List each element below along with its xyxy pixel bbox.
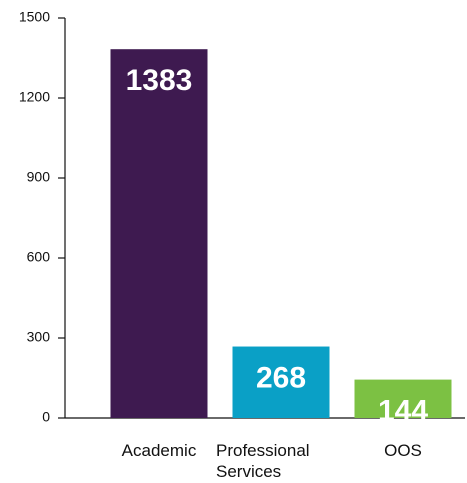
x-tick-label: Academic: [84, 440, 234, 461]
x-tick-label: OOS: [328, 440, 467, 461]
category-text: Academic: [121, 441, 197, 460]
bar: [354, 379, 452, 418]
y-tick-label: 300: [27, 329, 51, 345]
value-label: 144: [378, 395, 428, 428]
y-tick-label: 0: [42, 409, 50, 425]
value-label: 268: [256, 361, 306, 394]
y-tick-label: 600: [27, 249, 51, 265]
category-text: OOS: [384, 441, 422, 460]
category-text: Professional Services: [216, 441, 310, 481]
bar: [232, 346, 330, 418]
y-tick-label: 1500: [19, 9, 50, 25]
x-tick-label: Professional Services: [216, 440, 346, 482]
y-tick-label: 900: [27, 169, 51, 185]
bar: [110, 49, 208, 418]
y-tick-label: 1200: [19, 89, 50, 105]
value-label: 1383: [126, 64, 193, 97]
